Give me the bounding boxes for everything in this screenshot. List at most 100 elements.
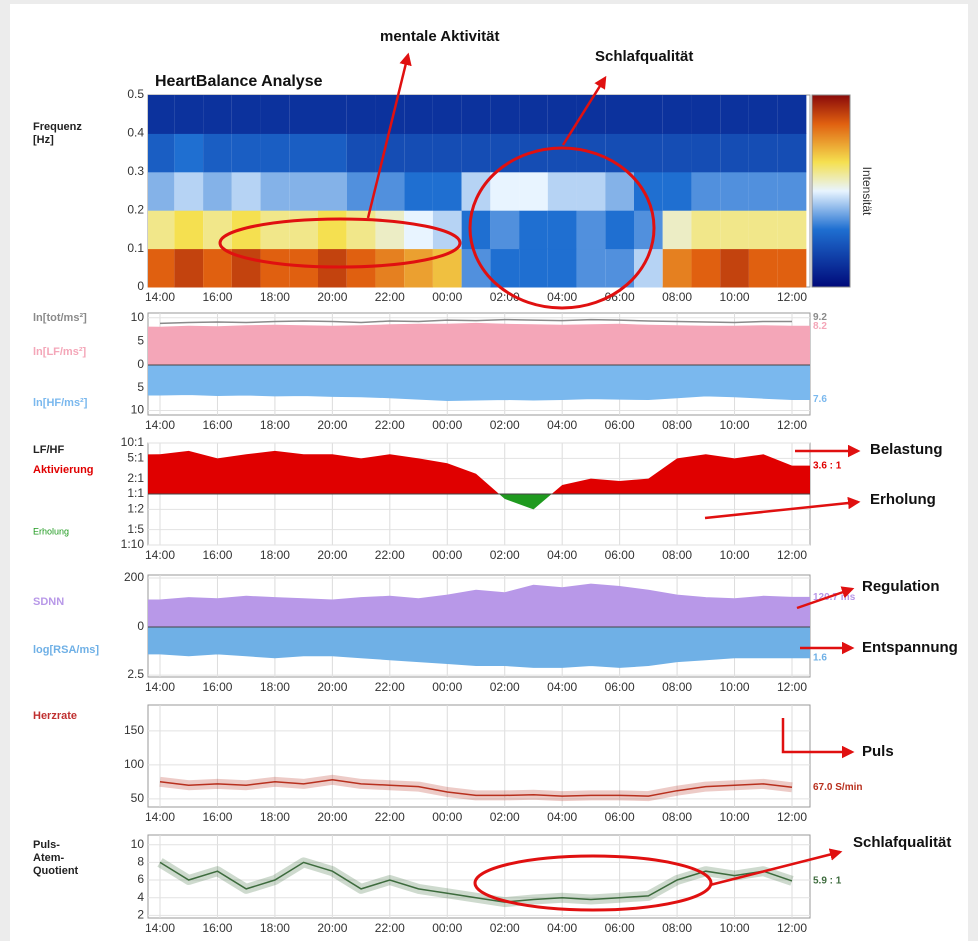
x-tick-label: 00:00 <box>432 680 462 694</box>
x-tick-label: 06:00 <box>605 921 635 935</box>
colorbar-label: Intensität <box>860 167 874 216</box>
heatmap-cell <box>519 210 548 250</box>
heatmap-cell <box>174 95 204 134</box>
heatmap-cell <box>375 171 405 211</box>
panel: 14:00 16:00 18:00 20:00 22:00 00:00 02:00 04:00… <box>33 310 827 432</box>
heatmap-cell <box>174 210 204 250</box>
x-tick-label: 06:00 <box>605 810 635 824</box>
heatmap-cell <box>203 171 232 211</box>
heatmap-cell <box>547 133 577 173</box>
heatmap-cell <box>404 171 433 211</box>
series-name: Aktivierung <box>33 464 94 476</box>
colorbar <box>811 94 851 288</box>
x-tick-label: 20:00 <box>317 921 347 935</box>
y-tick-label: 5 <box>137 334 144 348</box>
x-tick-label: 16:00 <box>202 680 232 694</box>
x-tick-label: 04:00 <box>547 418 577 432</box>
heatmap-cell <box>404 248 433 288</box>
x-tick-label: 04:00 <box>547 680 577 694</box>
x-tick-label: 02:00 <box>490 548 520 562</box>
heatmap-cell <box>174 248 204 288</box>
heatmap-cell <box>490 210 520 250</box>
x-tick-label: 14:00 <box>145 418 175 432</box>
series-name: ln[tot/ms²] <box>33 312 87 324</box>
y-tick-label: 1:5 <box>127 522 144 536</box>
y-tick-label: 0 <box>137 357 144 371</box>
x-tick-label: 16:00 <box>202 418 232 432</box>
x-tick-label: 22:00 <box>375 810 405 824</box>
y-axis-label: Atem- <box>33 852 65 864</box>
x-tick-label: 18:00 <box>260 810 290 824</box>
heatmap-cell <box>662 95 692 134</box>
heatmap-cell <box>691 210 721 250</box>
y-tick-label: 8 <box>137 855 144 869</box>
x-tick-label: 16:00 <box>202 921 232 935</box>
y-tick-label: 0.2 <box>127 202 144 216</box>
y-tick-label: 10 <box>131 837 145 851</box>
series-name: ln[LF/ms²] <box>33 346 86 358</box>
x-tick-label: 20:00 <box>317 418 347 432</box>
y-tick-label: 0.1 <box>127 241 144 255</box>
x-tick-label: 08:00 <box>662 921 692 935</box>
heatmap-cell <box>461 210 491 250</box>
heatmap-cell <box>547 210 577 250</box>
highlight-ellipse <box>218 217 462 269</box>
plots: 14:00 16:00 18:00 20:00 22:00 00:00 02:00 04:00… <box>33 87 862 935</box>
panel: 14:00 16:00 18:00 20:00 22:00 00:00 02:00 04:00… <box>33 435 842 562</box>
x-tick-label: 16:00 <box>202 290 232 304</box>
x-tick-label: 22:00 <box>375 680 405 694</box>
current-value-label: 120.7 ms <box>813 592 856 603</box>
heatmap-cell <box>148 171 175 211</box>
heatmap-cell <box>289 248 318 288</box>
heatmap-cell <box>777 133 807 173</box>
x-tick-label: 12:00 <box>777 548 807 562</box>
annotation: mentale Aktivität <box>380 28 499 45</box>
series-area <box>148 322 810 366</box>
heatmap-cell <box>748 95 778 134</box>
heatmap-cell <box>318 171 347 211</box>
annotation: Schlafqualität <box>595 48 693 65</box>
x-tick-label: 12:00 <box>777 290 807 304</box>
panel: 14:00 16:00 18:00 20:00 22:00 00:00 02:00 04:00… <box>33 87 811 304</box>
y-tick-label: 0 <box>137 279 144 293</box>
heatmap-cell <box>691 133 721 173</box>
heatmap-cell <box>289 133 318 173</box>
x-tick-label: 10:00 <box>720 680 750 694</box>
heatmap-cell <box>519 95 548 134</box>
y-tick-label: 10:1 <box>121 435 145 449</box>
x-tick-label: 10:00 <box>720 548 750 562</box>
x-tick-label: 06:00 <box>605 548 635 562</box>
x-tick-label: 20:00 <box>317 290 347 304</box>
current-value-label: 3.6 : 1 <box>813 460 842 471</box>
heatmap-cell <box>404 95 433 134</box>
heatmap-cell <box>461 95 491 134</box>
heatmap-cell <box>777 210 807 250</box>
current-value-label: 8.2 <box>813 321 827 332</box>
x-tick-label: 10:00 <box>720 290 750 304</box>
highlight-ellipse <box>473 854 713 912</box>
heatmap-cell <box>148 248 175 288</box>
y-tick-label: 0.4 <box>127 126 144 140</box>
heatmap-cell <box>662 210 692 250</box>
y-tick-label: 150 <box>124 723 144 737</box>
heatmap-cell <box>289 95 318 134</box>
y-tick-label: 1:10 <box>121 537 145 551</box>
current-value-label: 1.6 <box>813 652 827 663</box>
y-tick-label: 0.3 <box>127 164 144 178</box>
series-area <box>148 626 810 668</box>
x-tick-label: 00:00 <box>432 290 462 304</box>
heatmap-cell <box>605 171 634 211</box>
heatmap-cell <box>260 133 290 173</box>
x-tick-label: 20:00 <box>317 810 347 824</box>
x-tick-label: 10:00 <box>720 921 750 935</box>
y-axis-label: [Hz] <box>33 134 54 146</box>
heatmap-cell <box>662 248 692 288</box>
arrow <box>366 52 412 219</box>
heatmap-cell <box>777 95 807 134</box>
heatmap-cell <box>461 133 491 173</box>
y-tick-label: 4 <box>137 890 144 904</box>
x-tick-label: 18:00 <box>260 680 290 694</box>
heatmap-cell <box>691 171 721 211</box>
x-tick-label: 08:00 <box>662 680 692 694</box>
